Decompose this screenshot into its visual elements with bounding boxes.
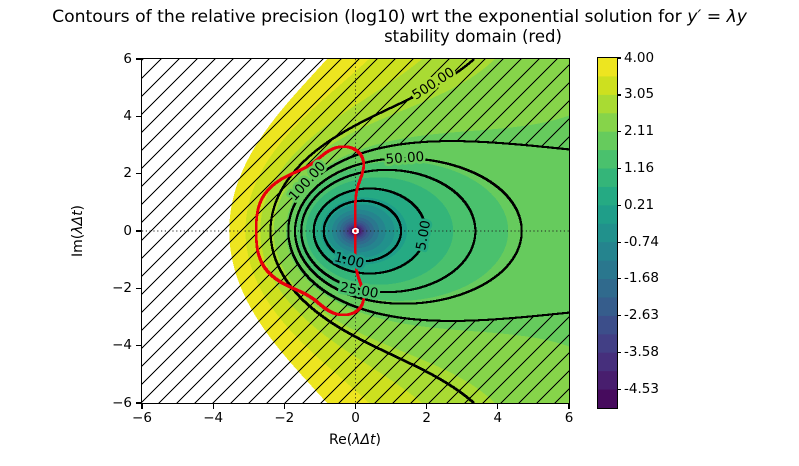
colorbar-canvas [597, 57, 617, 408]
colorbar-tick-mark [617, 352, 621, 354]
y-tick-label: −6 [112, 394, 132, 411]
colorbar-tick-label: -0.74 [624, 233, 659, 250]
x-axis-label-pre: Re( [328, 432, 353, 448]
y-tick-mark [136, 345, 141, 347]
y-tick-mark [136, 115, 141, 117]
x-tick-label: 0 [351, 410, 360, 426]
y-axis-label-math: λΔt [70, 210, 86, 234]
colorbar-tick-label: -3.58 [624, 344, 659, 361]
colorbar-tick-mark [617, 241, 621, 243]
x-tick-mark [568, 404, 570, 409]
colorbar-tick-mark [617, 278, 621, 280]
y-tick-mark [136, 402, 141, 404]
y-axis-label-pre: Im( [70, 233, 86, 258]
colorbar [596, 56, 618, 409]
colorbar-tick-label: -2.63 [624, 307, 659, 324]
colorbar-tick-mark [617, 167, 621, 170]
x-tick-label: 4 [493, 410, 503, 426]
x-axis-label: Re(λΔt) [329, 432, 381, 448]
x-tick-mark [497, 404, 499, 409]
x-tick-mark [212, 404, 214, 409]
y-tick-label: 6 [123, 50, 132, 67]
x-tick-label: −2 [274, 410, 295, 426]
plot-area [140, 57, 570, 404]
plot-title-line1: Contours of the relative precision (log1… [0, 7, 799, 27]
colorbar-tick-label: 4.00 [624, 49, 655, 66]
y-tick-mark [136, 173, 141, 175]
colorbar-tick-label: 1.16 [624, 159, 655, 176]
colorbar-tick-label: -1.68 [624, 270, 659, 287]
plot-title-math: y′ = λy [687, 7, 747, 27]
x-tick-label: 6 [564, 410, 574, 426]
contour-plot-canvas [141, 58, 569, 403]
y-tick-label: 0 [123, 222, 132, 239]
x-axis-label-post: ) [375, 432, 382, 448]
y-tick-label: −2 [112, 279, 132, 296]
x-tick-mark [426, 404, 428, 409]
colorbar-tick-mark [617, 389, 621, 391]
x-tick-mark [141, 404, 143, 409]
x-axis-label-math: λΔt [352, 432, 376, 448]
y-axis-label: Im(λΔt) [70, 205, 86, 257]
colorbar-tick-mark [617, 204, 621, 206]
x-tick-label: −4 [203, 410, 224, 426]
y-axis-label-post: ) [70, 204, 86, 211]
x-tick-label: −6 [132, 410, 152, 426]
y-tick-label: 4 [123, 107, 132, 124]
plot-title-line2: stability domain (red) [384, 27, 562, 46]
colorbar-tick-label: 3.05 [624, 86, 655, 103]
colorbar-tick-label: 2.11 [624, 123, 655, 139]
y-tick-mark [136, 230, 141, 232]
colorbar-tick-mark [617, 130, 621, 133]
plot-title-text: Contours of the relative precision (log1… [52, 7, 688, 27]
y-tick-mark [136, 58, 141, 60]
y-tick-label: 2 [123, 165, 132, 182]
colorbar-tick-label: 0.21 [624, 196, 655, 213]
y-tick-mark [136, 287, 141, 289]
x-tick-label: 2 [422, 410, 431, 426]
x-tick-mark [283, 404, 285, 409]
colorbar-tick-mark [617, 315, 621, 317]
colorbar-tick-mark [617, 57, 621, 59]
y-tick-label: −4 [112, 337, 132, 354]
colorbar-tick-mark [617, 94, 621, 96]
x-tick-mark [354, 404, 357, 409]
colorbar-tick-label: -4.53 [624, 381, 659, 398]
